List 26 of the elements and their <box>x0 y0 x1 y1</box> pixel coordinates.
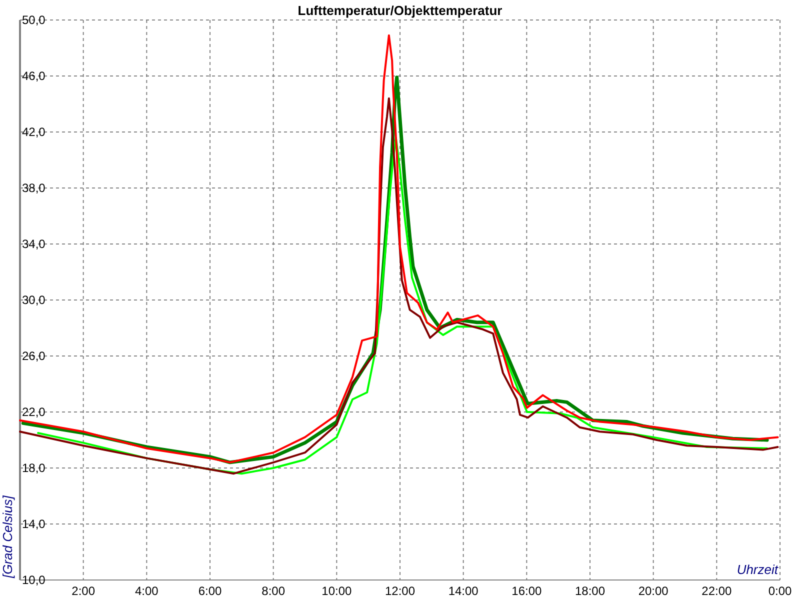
y-tick-label: 34,0 <box>22 237 46 252</box>
x-tick-label: 8:00 <box>262 584 286 598</box>
y-tick-label: 26,0 <box>22 349 46 364</box>
x-tick-label: 20:00 <box>638 584 669 598</box>
x-tick-label: 18:00 <box>574 584 606 598</box>
x-tick-label: 6:00 <box>198 584 222 598</box>
y-tick-label: 22,0 <box>22 405 46 420</box>
y-tick-label: 30,0 <box>22 293 46 308</box>
y-tick-label: 50,0 <box>22 13 46 28</box>
x-tick-label: 16:00 <box>512 584 542 598</box>
y-tick-label: 14,0 <box>22 517 46 532</box>
x-tick-label: 0:00 <box>768 584 792 598</box>
x-tick-label: 10:00 <box>322 584 352 598</box>
x-tick-label: 2:00 <box>72 584 96 598</box>
x-tick-label: 12:00 <box>384 584 416 598</box>
x-tick-label: 4:00 <box>134 584 159 598</box>
x-axis-title: Uhrzeit <box>736 562 780 577</box>
y-tick-label: 18,0 <box>22 461 46 476</box>
x-tick-label: 22:00 <box>702 584 732 598</box>
chart-title: Lufttemperatur/Objekttemperatur <box>298 3 502 18</box>
y-axis-title: [Grad Celsius] <box>0 495 15 579</box>
y-tick-label: 42,0 <box>22 125 46 140</box>
x-tick-label: 14:00 <box>448 584 479 598</box>
y-tick-label: 38,0 <box>22 181 46 196</box>
y-tick-label: 10,0 <box>22 573 46 588</box>
y-tick-label: 46,0 <box>22 69 46 84</box>
